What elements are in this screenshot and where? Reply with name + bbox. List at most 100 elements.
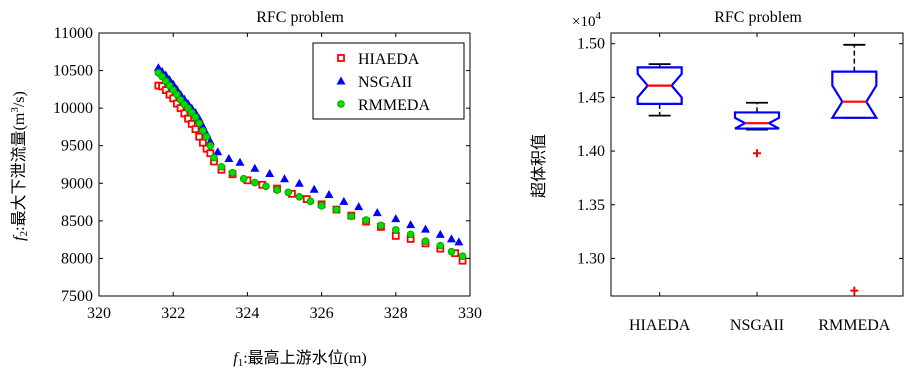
nsgaii-point [406, 220, 416, 229]
hiaeda-point [391, 231, 400, 240]
nsgaii-point [420, 224, 430, 233]
y-label-var: f [11, 234, 28, 241]
x-tick-label: 326 [310, 305, 334, 322]
boxplot-ticks: 1.30 1.35 1.40 1.45 1.50 HIAEDA NSGAII RMMEDA [577, 33, 903, 334]
notched-box [830, 70, 879, 119]
scatter-plot-frame [98, 32, 471, 297]
y-tick-label: 8500 [61, 213, 93, 230]
legend-marker-nsgaii [336, 76, 346, 85]
rmmeda-point [262, 182, 270, 191]
x-label-rest: :最高上游水位(m) [243, 349, 367, 367]
rmmeda-point [191, 113, 200, 121]
rmmeda-point [206, 141, 215, 150]
y-tick-label: 11000 [54, 25, 93, 42]
y-label-sub: 2 [18, 231, 30, 237]
x-label-sub: 1 [238, 357, 244, 369]
category-label: RMMEDA [818, 317, 890, 334]
box-hiaeda [636, 63, 683, 117]
nsgaii-point [280, 174, 289, 183]
rmmeda-point [458, 252, 467, 260]
nsgaii-point [294, 178, 304, 187]
y-tick-label: 10000 [53, 100, 93, 117]
y-tick-label: 1.40 [577, 143, 605, 160]
y-tick-label: 8000 [61, 250, 93, 267]
scatter-chart-title: RFC problem [256, 9, 344, 26]
boxplot-chart-title: RFC problem [714, 9, 802, 26]
x-label-var: f [233, 350, 240, 367]
nsgaii-point [391, 214, 401, 223]
y-label-end: /s) [11, 91, 28, 107]
rmmeda-point [447, 247, 456, 256]
rmmeda-point [362, 216, 370, 224]
nsgaii-point [309, 184, 319, 193]
nsgaii-point [435, 229, 445, 238]
nsgaii-point [235, 157, 245, 166]
hiaeda-point [206, 149, 215, 158]
box-nsgaii [733, 101, 781, 158]
rmmeda-point [202, 132, 211, 141]
boxplot-boxes [636, 43, 879, 295]
y-tick-label: 1.50 [577, 36, 605, 53]
rmmeda-point [317, 202, 326, 210]
rmmeda-point [347, 212, 356, 221]
x-tick-label: 322 [161, 305, 185, 322]
legend-marker-rmmeda [337, 100, 345, 108]
y-tick-label: 9000 [61, 175, 93, 192]
rmmeda-point [406, 230, 415, 239]
y-label-sup: 3 [9, 107, 21, 113]
rmmeda-point [377, 221, 385, 230]
x-tick-label: 330 [458, 305, 482, 322]
rmmeda-point [199, 126, 207, 135]
rmmeda-point [391, 226, 400, 234]
scatter-x-axis-label: f1:最高上游水位(m) [233, 349, 367, 369]
y-tick-label: 1.30 [577, 250, 605, 267]
scatter-points [153, 63, 467, 265]
x-tick-label: 328 [384, 305, 408, 322]
y-tick-label: 9500 [61, 138, 93, 155]
nsgaii-point [454, 237, 464, 246]
rmmeda-point [273, 186, 281, 194]
boxplot-exponent-label: ×104 [572, 10, 601, 30]
nsgaii-point [372, 208, 382, 217]
scatter-chart: RFC problem 320 322 324 326 328 330 7500 8000 85… [9, 9, 482, 369]
category-label: NSGAII [730, 317, 784, 334]
nsgaii-point [265, 169, 275, 178]
y-tick-label: 1.45 [577, 89, 605, 106]
y-tick-label: 10500 [53, 63, 93, 80]
rmmeda-point [228, 168, 237, 177]
rmmeda-point [306, 197, 315, 206]
rmmeda-point [332, 205, 341, 214]
box-rmmeda [830, 43, 879, 295]
notched-box [636, 66, 683, 105]
nsgaii-point [339, 196, 349, 205]
legend-label-hiaeda: HIAEDA [358, 51, 420, 68]
scatter-legend: HIAEDA NSGAII RMMEDA [312, 42, 465, 120]
rmmeda-point [284, 188, 293, 197]
exponent-base: ×10 [572, 14, 595, 30]
rmmeda-point [239, 174, 248, 183]
x-tick-label: 324 [235, 305, 259, 322]
y-tick-label: 7500 [61, 288, 93, 305]
rmmeda-point [251, 178, 259, 187]
boxplot-chart: RFC problem ×104 1.30 1.35 1.40 1.45 1.50 HIA… [530, 9, 904, 334]
hiaeda-point [198, 138, 207, 147]
nsgaii-point [153, 63, 163, 72]
nsgaii-point [354, 202, 364, 211]
legend-marker-hiaeda [337, 54, 345, 62]
x-tick-label: 320 [87, 305, 111, 322]
scatter-y-axis-label: f2:最大下泄流量(m3/s) [9, 91, 30, 241]
hiaeda-point [191, 125, 200, 134]
nsgaii-point [324, 190, 334, 199]
rmmeda-point [295, 193, 304, 201]
rmmeda-point [210, 153, 218, 162]
hiaeda-point [195, 132, 204, 141]
legend-label-rmmeda: RMMEDA [358, 97, 430, 114]
y-tick-label: 1.35 [577, 197, 605, 214]
notched-box [733, 111, 781, 130]
rmmeda-point [421, 237, 430, 245]
boxplot-plot-frame [610, 32, 904, 297]
nsgaii-point [446, 234, 456, 243]
nsgaii-point [250, 163, 260, 172]
scatter-ticks: 320 322 324 326 328 330 7500 8000 8500 9000 9500 10… [53, 25, 482, 322]
